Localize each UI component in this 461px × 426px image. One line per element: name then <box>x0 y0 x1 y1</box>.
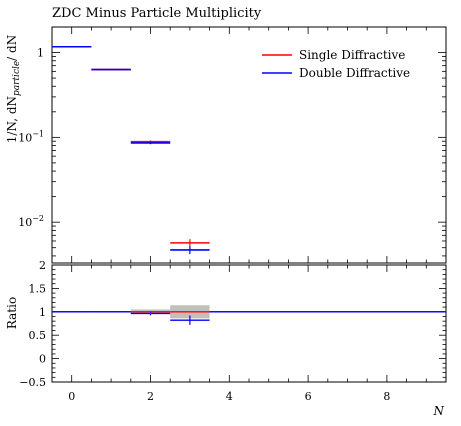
main-panel: 1 10−1 10−2 <box>18 26 447 264</box>
x-tick-label: 0 <box>68 390 75 403</box>
ratio-tick-label: 0.5 <box>29 329 47 342</box>
x-axis-label: N <box>433 404 445 418</box>
ratio-frame <box>51 264 447 383</box>
x-tick-label: 4 <box>226 390 233 403</box>
ratio-tick-label: 2 <box>39 259 46 272</box>
x-tick-label: 2 <box>147 390 154 403</box>
ratio-panel: 0 2 4 6 8 2 1.5 1 0.5 0 −0.5 <box>19 259 447 403</box>
ratio-tick-label: −0.5 <box>19 376 46 389</box>
legend-label: Double Diffractive <box>299 66 410 80</box>
legend-label: Single Diffractive <box>299 48 405 62</box>
y-tick-label: 10−2 <box>18 214 44 229</box>
y-axis-label-main: 1/N, dNparticle/ dN <box>5 35 22 143</box>
y-axis-label-ratio: Ratio <box>5 297 19 329</box>
ratio-tick-label: 1 <box>39 306 46 319</box>
chart-title: ZDC Minus Particle Multiplicity <box>52 6 262 21</box>
y-axis-label-main-sub: particle <box>12 61 22 96</box>
y-axis-label-main-part1: 1/N, dN <box>5 96 19 143</box>
y-tick-label: 1 <box>37 47 44 60</box>
ratio-tick-label: 0 <box>39 353 46 366</box>
ratio-tick-label: 1.5 <box>29 282 47 295</box>
y-tick-label: 10−1 <box>18 129 44 144</box>
x-tick-label: 6 <box>305 390 312 403</box>
main-frame <box>51 26 447 264</box>
y-axis-label-main-part2: / dN <box>5 35 19 61</box>
legend: Single Diffractive Double Diffractive <box>262 48 410 80</box>
x-tick-label: 8 <box>383 390 390 403</box>
